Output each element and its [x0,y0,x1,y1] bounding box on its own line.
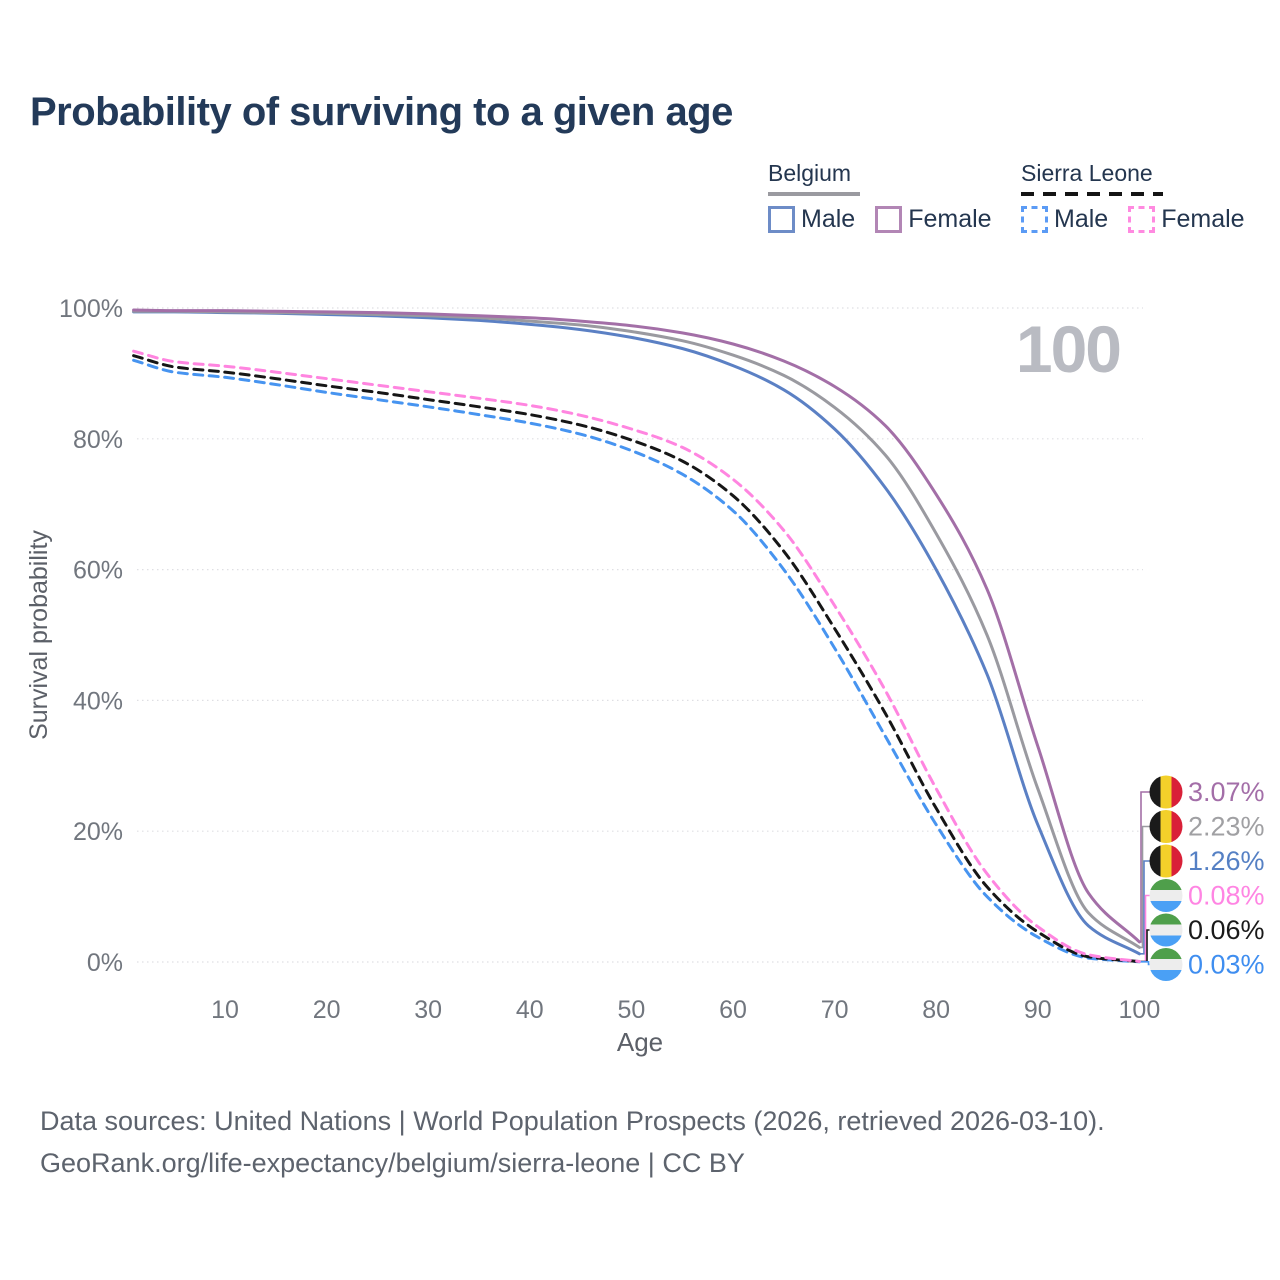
footer-data-sources: Data sources: United Nations | World Pop… [40,1106,1105,1136]
end-value-label-sierra-leone-total: 0.06% [1188,915,1265,945]
flag-stripe [1149,935,1183,947]
y-tick-label: 40% [73,687,123,715]
page-title: Probability of surviving to a given age [30,90,733,134]
flag-stripe [1149,775,1161,809]
flag-stripe [1171,775,1183,809]
flag-stripe [1160,810,1172,843]
y-axis-title: Survival probability [25,530,53,740]
x-tick-label: 60 [719,996,747,1024]
flag-stripe [1160,775,1172,809]
legend-group-sierra-leone: Sierra Leone Male Female [1021,160,1265,234]
legend-label-belgium-male[interactable]: Male [801,205,856,233]
x-tick-label: 90 [1024,996,1052,1024]
flag-stripe [1171,844,1183,878]
curve-belgium-male[interactable] [132,310,1141,956]
flag-stripe [1149,879,1183,890]
flag-stripe [1171,810,1183,843]
y-tick-label: 60% [73,557,123,585]
legend-line-sample-dashed [1021,192,1163,196]
curve-sierra-leone-female[interactable] [132,349,1141,963]
curve-sierra-leone-total[interactable] [132,354,1141,964]
curve-belgium-female[interactable] [132,308,1141,944]
x-tick-label: 20 [313,996,341,1024]
y-tick-label: 100% [59,295,123,323]
legend-checkbox-belgium-male[interactable] [768,206,795,233]
flag-stripe [1149,901,1183,912]
x-axis-title: Age [617,1027,663,1057]
flag-stripe [1149,970,1183,981]
legend-line-sample-solid [768,192,860,196]
label-leader-sierra-leone-male [1139,961,1150,966]
y-tick-label: 20% [73,818,123,846]
legend-label-sierra-leone-female[interactable]: Female [1161,205,1245,233]
legend-country-sierra-leone: Sierra Leone [1021,160,1153,186]
x-tick-label: 10 [211,996,239,1024]
end-value-label-sierra-leone-male: 0.03% [1188,950,1265,980]
legend-group-belgium: Belgium Male Female [768,160,1012,234]
end-value-label-belgium-female: 3.07% [1188,777,1265,807]
x-tick-label: 50 [617,996,645,1024]
flag-stripe [1149,959,1183,970]
sierra-leone-flag-icon [1149,948,1183,981]
age-watermark: 100 [1016,312,1120,386]
flag-stripe [1149,948,1183,959]
belgium-flag-icon [1149,810,1183,843]
legend-checkbox-belgium-female[interactable] [875,206,903,233]
legend-checkbox-sierra-leone-female[interactable] [1128,206,1156,233]
x-tick-label: 70 [821,996,849,1024]
label-leader-belgium-male [1139,860,1150,955]
x-tick-label: 80 [922,996,950,1024]
legend-checkbox-sierra-leone-male[interactable] [1021,206,1048,233]
end-value-label-belgium-male: 1.26% [1188,846,1265,876]
curve-belgium-total[interactable] [132,309,1141,949]
footer-attribution: GeoRank.org/life-expectancy/belgium/sier… [40,1148,745,1178]
x-tick-label: 30 [414,996,442,1024]
sierra-leone-flag-icon [1149,879,1183,912]
legend-country-belgium: Belgium [768,160,852,186]
end-value-label-sierra-leone-female: 0.08% [1188,881,1265,911]
flag-stripe [1149,890,1183,901]
legend-label-belgium-female[interactable]: Female [908,205,992,233]
x-tick-label: 100 [1119,996,1161,1024]
flag-stripe [1149,924,1183,936]
flag-stripe [1149,913,1183,925]
curve-sierra-leone-male[interactable] [132,358,1141,964]
belgium-flag-icon [1149,844,1183,878]
flag-stripe [1149,810,1161,843]
y-tick-label: 80% [73,426,123,454]
x-tick-label: 40 [516,996,544,1024]
end-value-label-belgium-total: 2.23% [1188,812,1265,842]
belgium-flag-icon [1149,775,1183,809]
label-leader-belgium-total [1139,825,1150,949]
legend-label-sierra-leone-male[interactable]: Male [1054,205,1109,233]
flag-stripe [1160,844,1172,878]
sierra-leone-flag-icon [1149,913,1183,947]
y-tick-label: 0% [87,949,123,977]
flag-stripe [1149,844,1161,878]
